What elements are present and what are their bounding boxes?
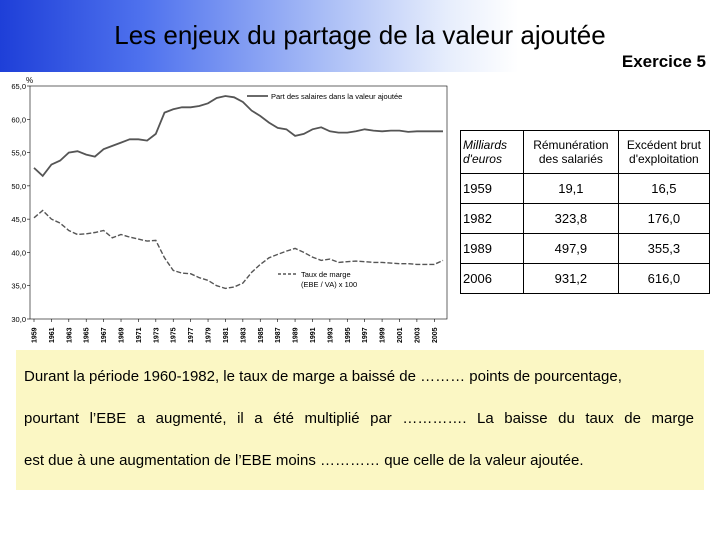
y-tick-label: 35,0 — [11, 282, 26, 291]
x-tick-label: 2005 — [432, 327, 439, 343]
table-row: 1989 497,9 355,3 — [460, 233, 711, 264]
table-cell-salaries: 19,1 — [523, 173, 619, 204]
table-header-row: Milliards d'euros Rémunération des salar… — [460, 130, 711, 174]
y-axis-unit-label: % — [26, 76, 33, 85]
exercise-line-3: est due à une augmentation de l’EBE moin… — [24, 452, 584, 469]
line-chart: %65,0 60,0 55,0 50,0 45,0 40,0 35,0 30,0 1959 196… — [11, 76, 448, 343]
table-cell-year: 1989 — [460, 233, 524, 264]
x-tick-label: 1989 — [293, 327, 300, 343]
x-tick-label: 1995 — [345, 327, 352, 343]
x-tick-label: 1997 — [362, 327, 369, 343]
legend-label-2b: (EBE / VA) x 100 — [301, 280, 357, 289]
table-header-unit: Milliards d'euros — [460, 130, 524, 174]
table-row: 1959 19,1 16,5 — [460, 173, 711, 204]
x-tick-label: 1969 — [119, 327, 126, 343]
x-tick-label: 1977 — [188, 327, 195, 343]
table-cell-year: 2006 — [460, 263, 524, 294]
x-tick-label: 1983 — [240, 327, 247, 343]
x-tick-label: 1965 — [84, 327, 91, 343]
slide-title: Les enjeux du partage de la valeur ajout… — [114, 20, 606, 50]
exercise-label: Exercice 5 — [621, 52, 706, 71]
plot-frame — [29, 85, 448, 320]
x-tick-label: 1979 — [206, 327, 213, 343]
y-tick-label: 65,0 — [11, 82, 26, 91]
y-tick-label: 40,0 — [11, 248, 26, 257]
exercise-line-1: Durant la période 1960-1982, le taux de … — [24, 368, 622, 385]
x-tick-label: 1985 — [258, 327, 265, 343]
table-cell-salaries: 931,2 — [523, 263, 619, 294]
table-cell-year: 1959 — [460, 173, 524, 204]
x-tick-label: 1981 — [223, 327, 230, 343]
series-line-1 — [33, 95, 443, 178]
table-cell-salaries: 323,8 — [523, 203, 619, 234]
table-header-ebe: Excédent brut d'exploitation — [617, 130, 711, 174]
x-tick-label: 1993 — [327, 327, 334, 343]
table-cell-salaries: 497,9 — [523, 233, 619, 264]
x-tick-label: 1991 — [310, 327, 317, 343]
table-cell-ebe: 16,5 — [617, 173, 711, 204]
title-banner — [0, 0, 720, 72]
exercise-line-2: pourtant l’EBE a augmenté, il a été mult… — [24, 410, 694, 427]
table-cell-ebe: 176,0 — [617, 203, 711, 234]
y-tick-label: 30,0 — [11, 315, 26, 324]
x-tick-label: 1961 — [49, 327, 56, 343]
table-row: 1982 323,8 176,0 — [460, 203, 711, 234]
x-tick-label: 1975 — [171, 327, 178, 343]
y-tick-label: 55,0 — [11, 149, 26, 158]
x-tick-label: 1987 — [275, 327, 282, 343]
y-tick-label: 50,0 — [11, 182, 26, 191]
data-table: Milliards d'euros Rémunération des salar… — [460, 130, 711, 294]
table-cell-ebe: 616,0 — [617, 263, 711, 294]
x-tick-label: 1963 — [66, 327, 73, 343]
x-tick-label: 2003 — [414, 327, 421, 343]
x-tick-label: 1971 — [136, 327, 143, 343]
x-tick-label: 1967 — [101, 327, 108, 343]
table-cell-ebe: 355,3 — [617, 233, 711, 264]
legend-label-1: Part des salaires dans la valeur ajoutée — [271, 92, 402, 101]
table-cell-year: 1982 — [460, 203, 524, 234]
series-line-2 — [33, 209, 444, 290]
table-header-salaries: Rémunération des salariés — [523, 130, 619, 174]
x-tick-label: 1999 — [380, 327, 387, 343]
legend-label-2: Taux de marge — [301, 270, 351, 279]
x-tick-label: 2001 — [397, 327, 404, 343]
x-tick-label: 1959 — [32, 327, 39, 343]
y-tick-label: 60,0 — [11, 115, 26, 124]
data-table-container: Milliards d'euros Rémunération des salar… — [460, 130, 711, 294]
table-row: 2006 931,2 616,0 — [460, 263, 711, 294]
exercise-text-box: Durant la période 1960-1982, le taux de … — [16, 350, 704, 490]
x-tick-label: 1973 — [153, 327, 160, 343]
y-tick-label: 45,0 — [11, 215, 26, 224]
